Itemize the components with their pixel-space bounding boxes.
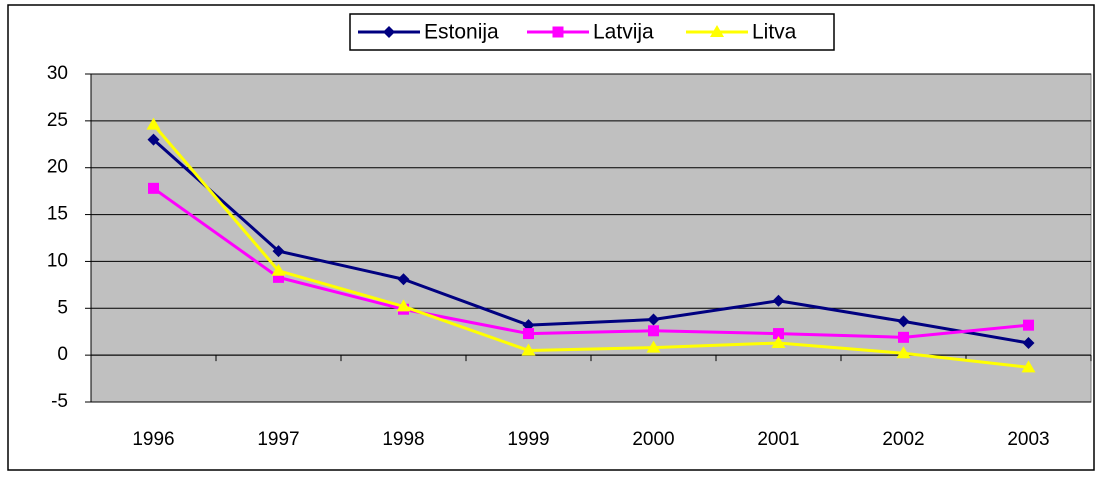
marker	[147, 133, 160, 146]
marker	[271, 263, 286, 276]
y-tick-label: 5	[57, 297, 68, 318]
marker	[383, 26, 395, 38]
y-tick-label: 25	[47, 110, 68, 131]
y-tick-label: 30	[47, 63, 68, 84]
x-tick-label: 2001	[757, 429, 799, 450]
marker	[647, 313, 660, 326]
legend-label: Estonija	[424, 21, 499, 44]
series-line	[152, 187, 1029, 339]
marker	[396, 299, 411, 312]
plot-area	[90, 73, 1092, 403]
marker	[148, 182, 159, 194]
marker	[397, 273, 410, 286]
x-tick-label: 1997	[257, 429, 299, 450]
y-tick-label: 10	[47, 250, 68, 271]
marker	[896, 346, 911, 359]
legend-label: Litva	[752, 21, 797, 44]
marker	[648, 325, 659, 337]
x-tick-label: 1996	[132, 429, 174, 450]
marker	[646, 340, 661, 353]
marker	[772, 294, 785, 307]
marker	[897, 315, 910, 328]
marker	[898, 331, 909, 343]
x-tick-label: 2003	[1007, 429, 1049, 450]
y-tick-label: 15	[47, 204, 68, 225]
legend-label: Latvija	[593, 21, 654, 44]
marker	[552, 26, 564, 38]
marker	[273, 271, 284, 283]
y-tick-label: -5	[51, 391, 68, 412]
marker	[773, 328, 784, 340]
x-tick-label: 1999	[507, 429, 549, 450]
marker	[523, 328, 534, 340]
series-line	[152, 138, 1029, 345]
x-tick-label: 1998	[382, 429, 424, 450]
series-line	[152, 123, 1029, 369]
x-tick-label: 2002	[882, 429, 924, 450]
marker	[521, 343, 536, 356]
marker	[1022, 336, 1035, 349]
marker	[771, 335, 786, 348]
legend-box	[349, 13, 835, 51]
y-tick-label: 0	[57, 344, 68, 365]
x-tick-label: 2000	[632, 429, 674, 450]
marker	[272, 245, 285, 258]
y-tick-label: 20	[47, 157, 68, 178]
marker	[1021, 360, 1036, 373]
marker	[710, 25, 724, 37]
marker	[146, 117, 161, 130]
marker	[1023, 319, 1034, 331]
